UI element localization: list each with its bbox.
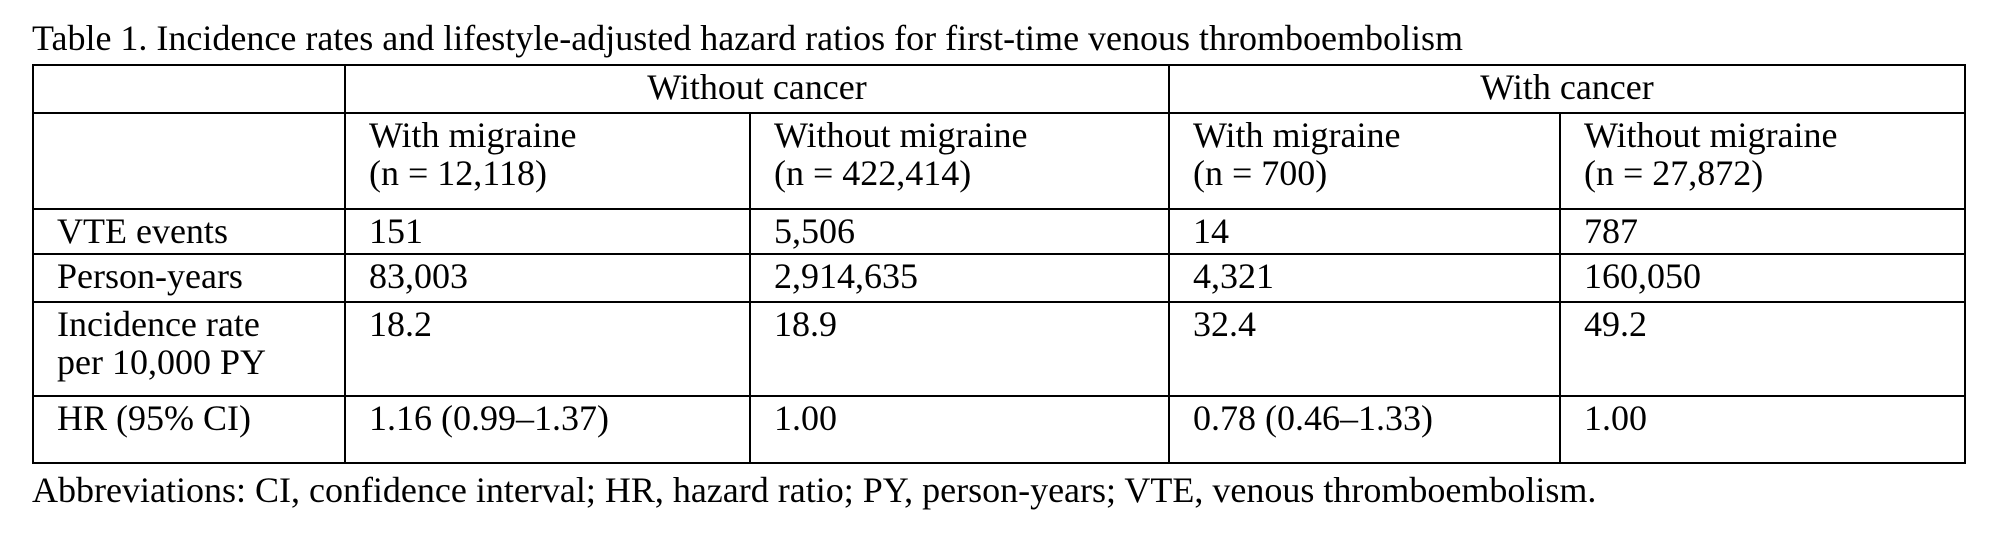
label-line: Incidence rate [57, 304, 260, 344]
data-table: Without cancer With cancer With migraine (n… [32, 64, 1967, 464]
empty-cell [32, 112, 346, 210]
header-line: (n = 27,872) [1584, 153, 1764, 193]
data-cell: 1.00 [748, 395, 1171, 464]
subheader-row: With migraine (n = 12,118) Without migrain… [32, 112, 1967, 210]
data-cell: 14 [1168, 208, 1562, 255]
data-cell: 5,506 [748, 208, 1171, 255]
data-cell: 4,321 [1168, 253, 1562, 303]
data-row: Person-years 83,003 2,914,635 4,321 160,050 [32, 253, 1967, 303]
header-line: With migraine [1193, 115, 1401, 155]
data-cell: 160,050 [1559, 253, 1967, 303]
label-line: HR (95% CI) [57, 398, 251, 438]
table-title: Table 1. Incidence rates and lifestyle-a… [32, 18, 1464, 58]
header-line: Without migraine [1584, 115, 1838, 155]
footnote: Abbreviations: CI, confidence interval; … [32, 470, 1597, 510]
data-cell: 32.4 [1168, 301, 1562, 397]
data-row: VTE events 151 5,506 14 787 [32, 208, 1967, 255]
row-label: VTE events [32, 208, 346, 255]
label-line: VTE events [57, 211, 228, 251]
data-cell: 49.2 [1559, 301, 1967, 397]
data-row: HR (95% CI) 1.16 (0.99–1.37) 1.00 0.78 (0.4… [32, 395, 1967, 464]
label-line: Person-years [57, 256, 243, 296]
data-row: Incidence rate per 10,000 PY 18.2 18.9 32.4 4… [32, 301, 1967, 397]
data-cell: 1.16 (0.99–1.37) [344, 395, 751, 464]
data-cell: 1.00 [1559, 395, 1967, 464]
header-line: With migraine [369, 115, 577, 155]
header-row: Without cancer With cancer [32, 64, 1967, 114]
column-header: Without migraine (n = 422,414) [748, 112, 1171, 210]
data-cell: 787 [1559, 208, 1967, 255]
data-cell: 151 [344, 208, 751, 255]
row-label: Incidence rate per 10,000 PY [32, 301, 346, 397]
label-line: per 10,000 PY [57, 342, 266, 382]
row-label: HR (95% CI) [32, 395, 346, 464]
empty-cell [32, 64, 346, 114]
header-line: Without migraine [774, 115, 1028, 155]
group-header: Without cancer [343, 64, 1171, 114]
column-header: With migraine (n = 12,118) [344, 112, 751, 210]
group-header: With cancer [1168, 64, 1967, 114]
column-header: Without migraine (n = 27,872) [1559, 112, 1967, 210]
header-line: (n = 700) [1193, 153, 1328, 193]
data-cell: 2,914,635 [748, 253, 1171, 303]
row-label: Person-years [32, 253, 346, 303]
header-line: (n = 12,118) [369, 153, 547, 193]
column-header: With migraine (n = 700) [1168, 112, 1562, 210]
data-cell: 18.9 [748, 301, 1171, 397]
data-cell: 0.78 (0.46–1.33) [1168, 395, 1562, 464]
data-cell: 83,003 [344, 253, 751, 303]
header-line: (n = 422,414) [774, 153, 972, 193]
data-cell: 18.2 [344, 301, 751, 397]
